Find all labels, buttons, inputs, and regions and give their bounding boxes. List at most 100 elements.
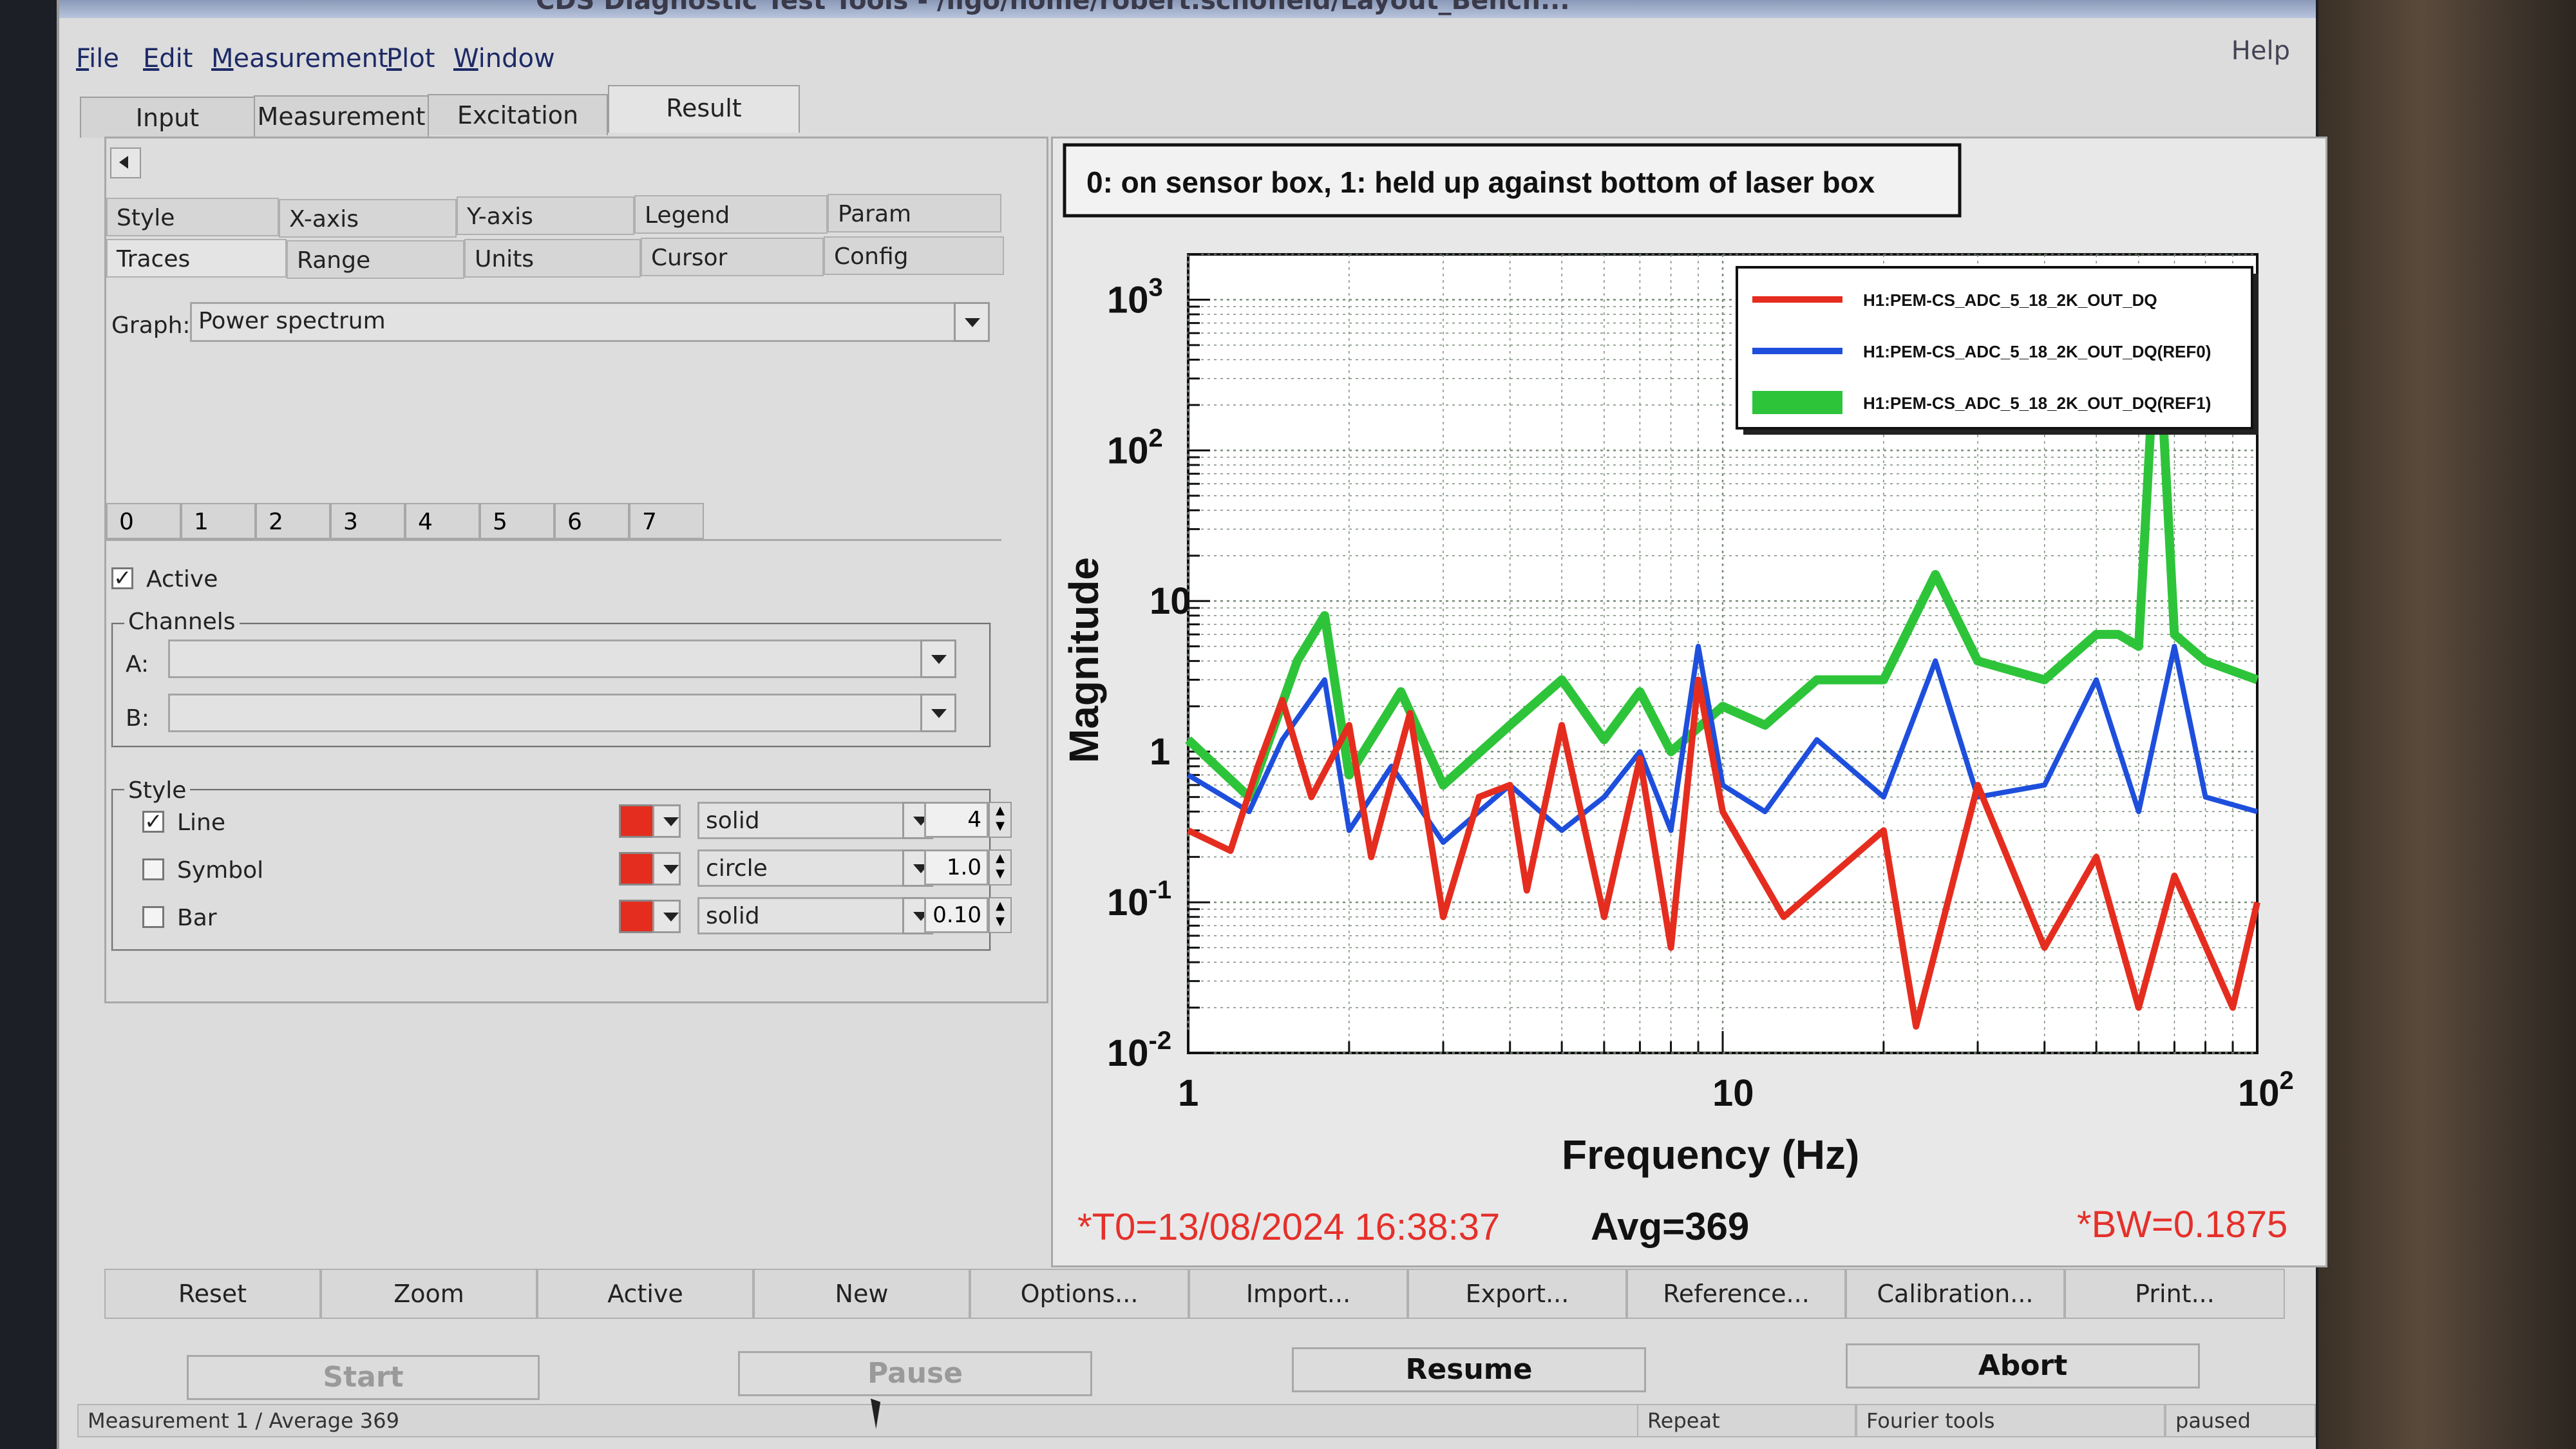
y-tick-label: 102 (1107, 424, 1163, 471)
menu-window[interactable]: Window (453, 44, 555, 73)
avg-readout: Avg=369 (1591, 1205, 1749, 1248)
subtab-x-axis[interactable]: X-axis (279, 199, 457, 238)
channel-a-select[interactable] (168, 639, 928, 678)
subtab-units[interactable]: Units (464, 239, 641, 278)
chevron-down-icon[interactable] (652, 852, 681, 886)
start-button[interactable]: Start (187, 1355, 540, 1400)
new-button[interactable]: New (753, 1269, 970, 1319)
print-button[interactable]: Print... (2065, 1269, 2285, 1319)
active-button[interactable]: Active (537, 1269, 753, 1319)
bar-label: Bar (177, 905, 217, 931)
plot-caption: 0: on sensor box, 1: held up against bot… (1086, 166, 1875, 199)
symbol-checkbox[interactable] (142, 858, 164, 880)
spin-arrows-icon[interactable]: ▲ ▼ (989, 849, 1012, 886)
trace-tab-3[interactable]: 3 (330, 503, 405, 539)
subtab-range[interactable]: Range (287, 240, 464, 279)
tab-excitation[interactable]: Excitation (428, 94, 608, 135)
line-width-input[interactable]: 4 (924, 802, 989, 838)
subtab-traces[interactable]: Traces (106, 239, 287, 278)
menu-edit[interactable]: Edit (143, 44, 193, 73)
subtab-style[interactable]: Style (106, 198, 279, 236)
status-state: paused (2165, 1404, 2316, 1437)
chevron-down-icon[interactable] (954, 302, 990, 342)
subtab-param[interactable]: Param (828, 194, 1001, 232)
line-type-select[interactable]: solid (697, 802, 910, 839)
menu-plot[interactable]: Plot (386, 44, 435, 73)
y-tick-label: 1 (1150, 731, 1170, 773)
abort-button[interactable]: Abort (1846, 1343, 2200, 1388)
graph-select[interactable]: Power spectrum (190, 302, 963, 342)
y-tick-label: 10-2 (1107, 1027, 1171, 1074)
menu-help[interactable]: Help (2231, 36, 2290, 66)
channels-legend: Channels (124, 609, 240, 635)
y-tick-label: 103 (1107, 273, 1163, 321)
trace-tab-6[interactable]: 6 (554, 503, 629, 539)
export-button[interactable]: Export... (1408, 1269, 1627, 1319)
bar-color-swatch[interactable] (619, 900, 658, 933)
trace-tab-1[interactable]: 1 (181, 503, 256, 539)
active-label: Active (146, 566, 218, 592)
active-checkbox[interactable]: ✓ (111, 567, 133, 589)
calibration-button[interactable]: Calibration... (1846, 1269, 2065, 1319)
collapse-panel-button[interactable] (110, 147, 141, 178)
zoom-button[interactable]: Zoom (321, 1269, 537, 1319)
trace-tab-4[interactable]: 4 (405, 503, 480, 539)
resume-button[interactable]: Resume (1292, 1347, 1646, 1392)
menu-bar: File Edit Measurement Plot Window Help (59, 18, 2316, 89)
bar-type-select[interactable]: solid (697, 897, 910, 934)
left-arrow-icon (119, 156, 128, 169)
title-bar[interactable]: CDS Diagnostic Test Tools - /ligo/home/r… (59, 0, 2316, 18)
trace-tab-2[interactable]: 2 (256, 503, 330, 539)
graph-label: Graph: (111, 312, 191, 339)
symbol-color-swatch[interactable] (619, 852, 658, 886)
power-spectrum-plot[interactable]: 0: on sensor box, 1: held up against bot… (1053, 138, 2325, 1265)
chevron-down-icon[interactable] (920, 639, 956, 678)
legend-swatch (1752, 296, 1842, 303)
status-fourier: Fourier tools (1856, 1404, 2165, 1437)
chevron-down-icon[interactable] (652, 900, 681, 933)
line-color-swatch[interactable] (619, 804, 658, 838)
background-surface (2318, 0, 2576, 1449)
trace-tab-5[interactable]: 5 (480, 503, 554, 539)
trace-tab-0[interactable]: 0 (106, 503, 181, 539)
subtab-cursor[interactable]: Cursor (641, 238, 824, 276)
legend-entry: H1:PEM-CS_ADC_5_18_2K_OUT_DQ(REF0) (1863, 342, 2211, 361)
legend-swatch (1752, 391, 1842, 414)
symbol-type-select[interactable]: circle (697, 849, 910, 887)
chevron-down-icon[interactable] (652, 804, 681, 838)
style-legend: Style (124, 777, 191, 804)
channels-group (111, 623, 991, 748)
bar-checkbox[interactable] (142, 906, 164, 928)
channel-b-select[interactable] (168, 694, 928, 732)
trace-tab-7[interactable]: 7 (629, 503, 704, 539)
y-tick-label: 10-1 (1107, 876, 1171, 923)
subtab-legend[interactable]: Legend (634, 195, 828, 234)
symbol-size-input[interactable]: 1.0 (924, 849, 989, 886)
subtab-config[interactable]: Config (824, 236, 1004, 275)
spin-arrows-icon[interactable]: ▲ ▼ (989, 897, 1012, 933)
subtab-y-axis[interactable]: Y-axis (457, 196, 634, 235)
status-measurement: Measurement 1 / Average 369 (77, 1404, 1694, 1437)
x-axis-label: Frequency (Hz) (1562, 1132, 1859, 1178)
tab-input[interactable]: Input (80, 97, 255, 138)
reset-button[interactable]: Reset (104, 1269, 321, 1319)
reference-button[interactable]: Reference... (1627, 1269, 1846, 1319)
series-line (1186, 643, 2259, 845)
menu-file[interactable]: File (76, 44, 119, 73)
channel-a-label: A: (126, 651, 149, 677)
chevron-down-icon[interactable] (920, 694, 956, 732)
y-tick-label: 10 (1150, 580, 1191, 622)
x-tick-label: 1 (1178, 1072, 1198, 1114)
x-tick-label: 10 (1712, 1072, 1754, 1114)
pause-button[interactable]: Pause (738, 1351, 1092, 1396)
import-button[interactable]: Import... (1189, 1269, 1408, 1319)
tab-result[interactable]: Result (608, 85, 800, 133)
menu-measurement[interactable]: Measurement (211, 44, 388, 73)
tab-measurement[interactable]: Measurement (254, 95, 429, 137)
options-button[interactable]: Options... (970, 1269, 1189, 1319)
spin-arrows-icon[interactable]: ▲ ▼ (989, 802, 1012, 838)
bw-readout: *BW=0.1875 (2077, 1204, 2287, 1245)
line-checkbox[interactable]: ✓ (142, 811, 164, 833)
series-line (1186, 676, 2260, 1030)
bar-width-input[interactable]: 0.10 (924, 897, 989, 933)
